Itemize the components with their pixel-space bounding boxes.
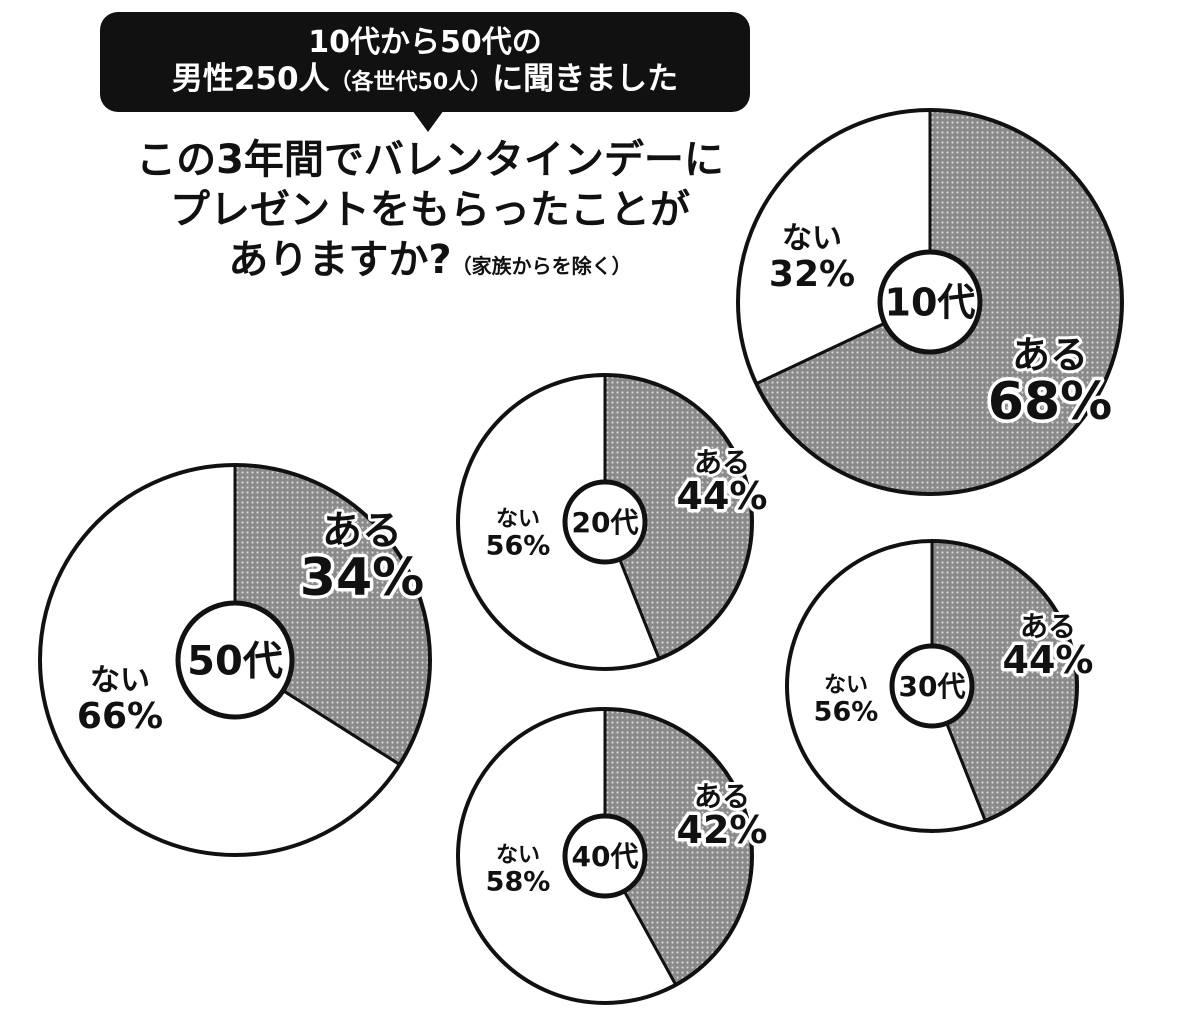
pie-outline (38, 463, 432, 857)
no-percent: 56% (486, 530, 551, 561)
pie-center-hub (889, 643, 975, 729)
pie-outline (785, 539, 1079, 833)
pie-center-label: 50代 (187, 638, 283, 684)
pie-center-hub (877, 249, 983, 355)
yes-label: ある (1020, 610, 1076, 643)
no-label: ない (90, 663, 150, 698)
yes-label: ある (322, 508, 402, 554)
survey-banner: 10代から50代の 男性250人（各世代50人）に聞きました (100, 12, 750, 132)
yes-percent: 34% (300, 548, 424, 608)
no-label: ない (782, 221, 842, 256)
yes-percent: 42% (677, 808, 768, 852)
question-line-3-text: ありますか? (228, 237, 452, 283)
pie-outline (456, 707, 754, 1005)
banner-line-2: 男性250人（各世代50人）に聞きました (100, 60, 750, 102)
banner-respondents-note: （各世代50人） (329, 70, 493, 95)
no-label: ない (824, 673, 868, 698)
banner-asked: に聞きました (492, 61, 679, 97)
banner-line-1: 10代から50代の (308, 25, 542, 60)
no-label: ない (496, 507, 540, 532)
no-label: ない (496, 843, 540, 868)
yes-percent: 44% (677, 474, 768, 518)
question-line-3: ありますか?（家族からを除く） (70, 235, 790, 291)
no-percent: 58% (486, 866, 551, 897)
yes-percent: 68% (988, 372, 1112, 432)
yes-label: ある (694, 780, 750, 813)
pie-center-label: 40代 (572, 840, 639, 873)
no-percent: 32% (769, 254, 855, 295)
pie-center-hub (562, 813, 648, 899)
yes-label: ある (1012, 333, 1088, 377)
pie-center-hub (562, 479, 648, 565)
survey-question: この3年間でバレンタインデーに プレゼントをもらったことが ありますか?（家族か… (70, 135, 790, 291)
question-line-2: プレゼントをもらったことが (170, 187, 690, 233)
yes-percent: 44% (1003, 638, 1094, 682)
no-percent: 66% (77, 696, 163, 737)
pie-center-hub (175, 600, 295, 720)
no-percent: 56% (814, 696, 879, 727)
pie-center-label: 10代 (885, 281, 976, 325)
pie-outline (736, 108, 1124, 496)
question-line-1: この3年間でバレンタインデーに (136, 137, 724, 183)
pie-center-label: 30代 (899, 670, 966, 703)
yes-label: ある (694, 446, 750, 479)
banner-respondents: 男性250人 (171, 61, 330, 97)
pie-center-label: 20代 (572, 506, 639, 539)
question-note: （家族からを除く） (451, 254, 632, 278)
pie-outline (456, 373, 754, 671)
